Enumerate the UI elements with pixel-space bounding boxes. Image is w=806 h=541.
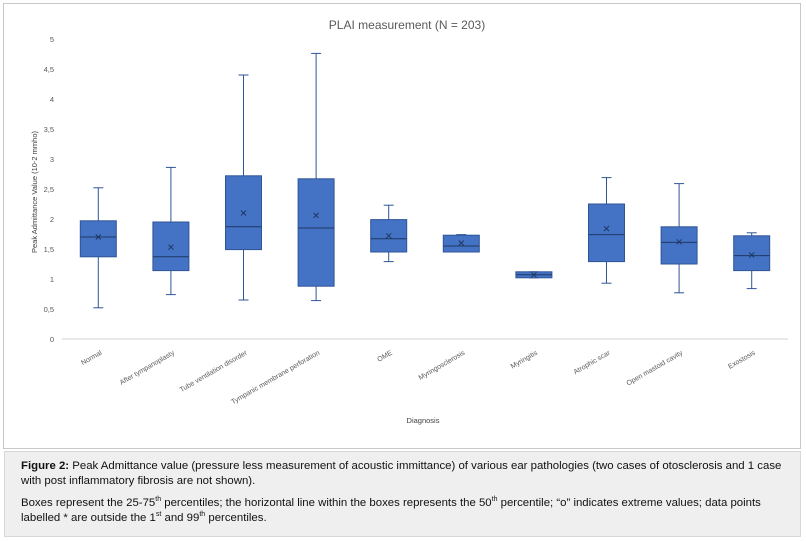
box-group: [225, 74, 262, 301]
box-plot-chart: PLAI measurement (N = 203) Peak Admittan…: [30, 18, 788, 425]
mean-marker: [385, 232, 392, 239]
box-group: [660, 183, 698, 294]
x-tick-label: Normal: [80, 349, 103, 367]
box-group: [588, 177, 625, 284]
mean-marker: [168, 244, 174, 251]
mean-marker: [313, 212, 319, 219]
box-group: [370, 204, 408, 263]
x-tick-label: Tube ventilation disorder: [179, 349, 249, 394]
x-tick-label: Myringitis: [510, 349, 540, 370]
mean-marker: [531, 271, 537, 278]
y-tick-label: 3: [50, 155, 54, 164]
mean-marker: [240, 210, 247, 216]
y-tick-label: 2: [50, 215, 54, 224]
box-group: [79, 187, 117, 309]
box-group: [442, 234, 480, 253]
figure-label: Figure 2:: [21, 460, 70, 472]
note-text: percentiles.: [205, 512, 267, 524]
note-superscript: th: [491, 496, 498, 504]
note-superscript: th: [199, 511, 206, 519]
caption-main: Figure 2: Peak Admittance value (pressur…: [21, 459, 784, 489]
iqr-box: [152, 221, 190, 272]
x-tick-label: OME: [376, 350, 394, 364]
iqr-box: [79, 220, 117, 258]
figure-text: Peak Admittance value (pressure less mea…: [21, 460, 782, 487]
chart-frame: PLAI measurement (N = 203) Peak Admittan…: [3, 3, 801, 449]
mean-marker: [458, 240, 465, 246]
mean-marker: [676, 238, 682, 245]
x-axis-label: Diagnosis: [407, 416, 440, 425]
box-group: [733, 232, 771, 290]
mean-marker: [95, 234, 102, 240]
x-tick-label: Exostosis: [727, 349, 757, 370]
y-tick-label: 0: [50, 335, 54, 344]
y-tick-label: 1,5: [44, 245, 54, 254]
y-tick-label: 0,5: [44, 305, 54, 314]
note-text: and 99: [161, 512, 200, 524]
iqr-box: [733, 235, 771, 272]
note-superscript: th: [155, 496, 162, 504]
iqr-box: [660, 226, 698, 265]
note-text: Boxes represent the 25-75: [21, 497, 156, 509]
figure-caption: Figure 2: Peak Admittance value (pressur…: [4, 451, 801, 537]
box-group: [152, 166, 190, 296]
note-superscript: st: [155, 511, 162, 519]
y-tick-label: 2,5: [44, 185, 54, 194]
x-tick-label: After tympanoplasty: [119, 349, 177, 386]
x-tick-label: Myringosclerosis: [418, 349, 467, 381]
iqr-box: [588, 203, 625, 263]
y-tick-label: 4,5: [44, 65, 54, 74]
box-group: [515, 271, 553, 279]
y-tick-label: 3,5: [44, 125, 54, 134]
x-tick-label: Open mastoid cavity: [626, 349, 685, 387]
caption-note: Boxes represent the 25-75th percentiles;…: [21, 496, 784, 526]
box-group: [297, 52, 335, 302]
mean-marker: [603, 225, 610, 232]
iqr-box: [297, 178, 335, 287]
mean-marker: [748, 252, 755, 258]
y-tick-label: 1: [50, 275, 54, 284]
y-tick-label: 5: [50, 35, 54, 44]
chart-title: PLAI measurement (N = 203): [329, 18, 485, 32]
x-tick-label: Atrophic scar: [573, 349, 612, 376]
note-text: percentile; “o” indicates extreme values…: [21, 497, 761, 524]
y-axis-label: Peak Admittance Value (10-2 mmho): [30, 131, 39, 254]
note-text: percentiles; the horizontal line within …: [161, 497, 492, 509]
y-tick-label: 4: [50, 95, 54, 104]
